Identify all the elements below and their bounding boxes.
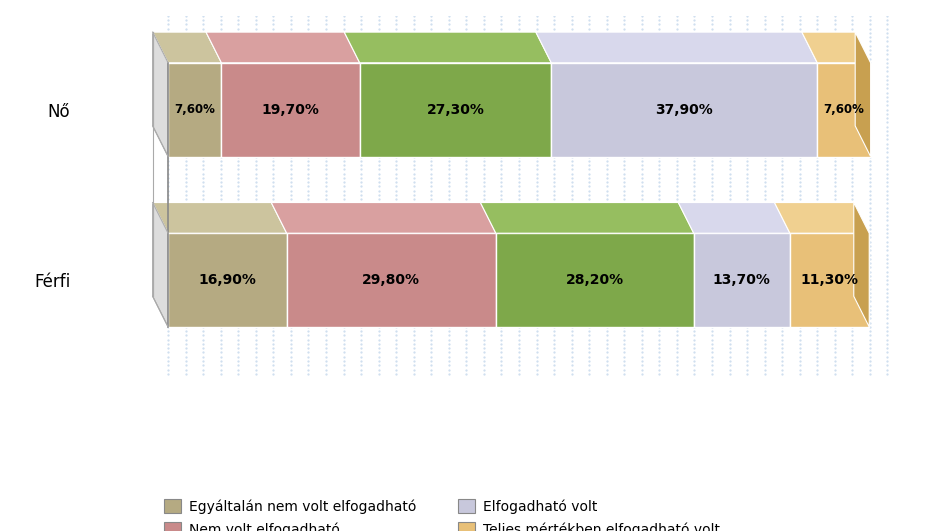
Polygon shape [480, 202, 694, 233]
Polygon shape [774, 202, 870, 233]
Polygon shape [694, 233, 790, 327]
Polygon shape [168, 63, 221, 157]
Polygon shape [360, 63, 551, 157]
Polygon shape [801, 32, 870, 63]
Polygon shape [153, 202, 286, 233]
Text: 16,90%: 16,90% [199, 273, 257, 287]
Text: 7,60%: 7,60% [824, 103, 864, 116]
Polygon shape [153, 32, 168, 157]
Text: 29,80%: 29,80% [362, 273, 420, 287]
Text: 28,20%: 28,20% [565, 273, 624, 287]
Polygon shape [817, 63, 870, 157]
Text: 13,70%: 13,70% [713, 273, 771, 287]
Polygon shape [272, 202, 495, 233]
Text: 27,30%: 27,30% [426, 102, 484, 117]
Polygon shape [153, 202, 168, 327]
Polygon shape [495, 233, 694, 327]
Polygon shape [344, 32, 551, 63]
Text: 37,90%: 37,90% [655, 102, 713, 117]
Legend: Egyáltalán nem volt elfogadható, Nem volt elfogadható, Is- is, Elfogadható volt,: Egyáltalán nem volt elfogadható, Nem vol… [159, 494, 726, 531]
Polygon shape [536, 32, 817, 63]
Text: 19,70%: 19,70% [261, 102, 319, 117]
Text: 7,60%: 7,60% [174, 103, 216, 116]
Polygon shape [206, 32, 360, 63]
Polygon shape [153, 32, 221, 63]
Polygon shape [551, 63, 817, 157]
Polygon shape [221, 63, 360, 157]
Polygon shape [856, 32, 870, 157]
Polygon shape [678, 202, 790, 233]
Polygon shape [168, 233, 286, 327]
Polygon shape [790, 233, 870, 327]
Polygon shape [854, 202, 870, 327]
Text: 11,30%: 11,30% [801, 273, 858, 287]
Polygon shape [286, 233, 495, 327]
